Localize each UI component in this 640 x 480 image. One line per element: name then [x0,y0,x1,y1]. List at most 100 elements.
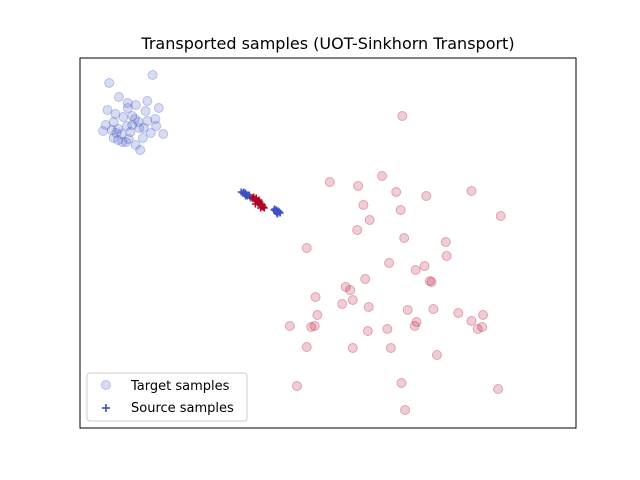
source-sample-point [255,196,263,204]
target-sample-point [310,292,321,302]
axes-frame [79,57,577,429]
target-sample-point [410,265,421,275]
target-sample-point [104,78,115,88]
target-sample-point [421,191,432,201]
legend: Target samples Source samples [86,372,248,422]
target-sample-point [108,133,119,143]
target-sample-point [121,137,132,147]
target-sample-point [106,125,117,135]
target-sample-point [419,261,430,271]
legend-target-label: Target samples [130,379,230,394]
target-sample-point [122,98,133,108]
target-sample-point [363,302,374,312]
target-sample-point [110,109,121,119]
target-sample-point [309,321,320,331]
target-sample-point [477,322,488,332]
target-sample-point [353,181,364,191]
target-sample-point [395,205,406,215]
target-sample-point [347,343,358,353]
target-sample-point [409,321,420,331]
target-sample-point [441,251,452,261]
target-sample-point [397,111,408,121]
legend-source-label: Source samples [131,401,234,416]
target-sample-point [127,111,138,121]
legend-target-marker [101,380,111,390]
target-sample-point [135,145,146,155]
target-sample-point [113,124,124,134]
target-sample-point [158,129,169,139]
target-sample-point [102,105,113,115]
target-sample-point [352,225,363,235]
target-sample-point [284,321,295,331]
legend-item-target: Target samples [101,379,230,394]
target-sample-point [495,211,506,221]
target-sample-point [382,324,393,334]
target-sample-point [130,140,141,150]
target-sample-point [134,123,145,133]
target-sample-point [145,128,156,138]
target-sample-point [113,135,124,145]
target-sample-point [147,70,158,80]
target-sample-point [362,326,373,336]
target-sample-point [127,120,138,130]
target-sample-point [142,96,153,106]
target-sample-point [385,343,396,353]
target-sample-point [118,112,129,122]
target-sample-point [364,215,375,225]
target-sample-point [453,308,464,318]
target-sample-point [358,200,369,210]
target-sample-point [301,243,312,253]
source-sample-point [242,192,250,200]
source-sample-point [274,210,282,218]
target-sample-point [151,121,162,131]
target-sample-point [424,276,435,286]
source-sample-point [251,200,259,208]
target-sample-point [312,310,323,320]
target-sample-point [396,378,407,388]
chart-title: Transported samples (UOT-Sinkhorn Transp… [140,34,514,53]
target-sample-point [400,405,411,415]
target-sample-point [466,186,477,196]
target-sample-point [324,177,335,187]
target-sample-point [391,187,402,197]
target-sample-point [153,103,164,113]
target-sample-point [113,92,124,102]
target-sample-point [130,100,141,110]
target-sample-point [100,120,111,130]
target-sample-point [122,103,133,113]
target-sample-point [411,317,422,327]
target-sample-point [440,237,451,247]
target-sample-point [137,133,148,143]
target-sample-point [133,117,144,127]
target-sample-point [129,114,140,124]
target-sample-point [384,258,395,268]
target-sample-point [123,134,134,144]
target-sample-point [108,117,119,127]
target-sample-point [478,310,488,320]
source-sample-point [240,188,248,196]
target-sample-point [466,316,477,326]
target-sample-point [116,129,127,139]
target-samples-layer [98,70,506,415]
target-sample-point [306,322,317,332]
target-sample-point [340,282,351,292]
target-sample-point [150,114,161,124]
target-sample-point [428,304,439,314]
target-sample-point [347,295,358,305]
target-sample-point [301,342,312,352]
source-samples-layer [237,188,284,218]
legend-item-source: Source samples [102,401,234,416]
target-sample-point [111,128,122,138]
target-sample-point [426,277,437,287]
target-sample-point [138,123,149,133]
target-sample-point [472,324,483,334]
target-sample-point [117,137,128,147]
target-sample-point [140,106,151,116]
target-sample-point [121,121,132,131]
target-sample-point [125,127,136,137]
target-sample-point [98,126,109,136]
legend-source-marker [102,404,110,412]
legend-box [86,372,248,422]
target-sample-point [337,299,348,309]
